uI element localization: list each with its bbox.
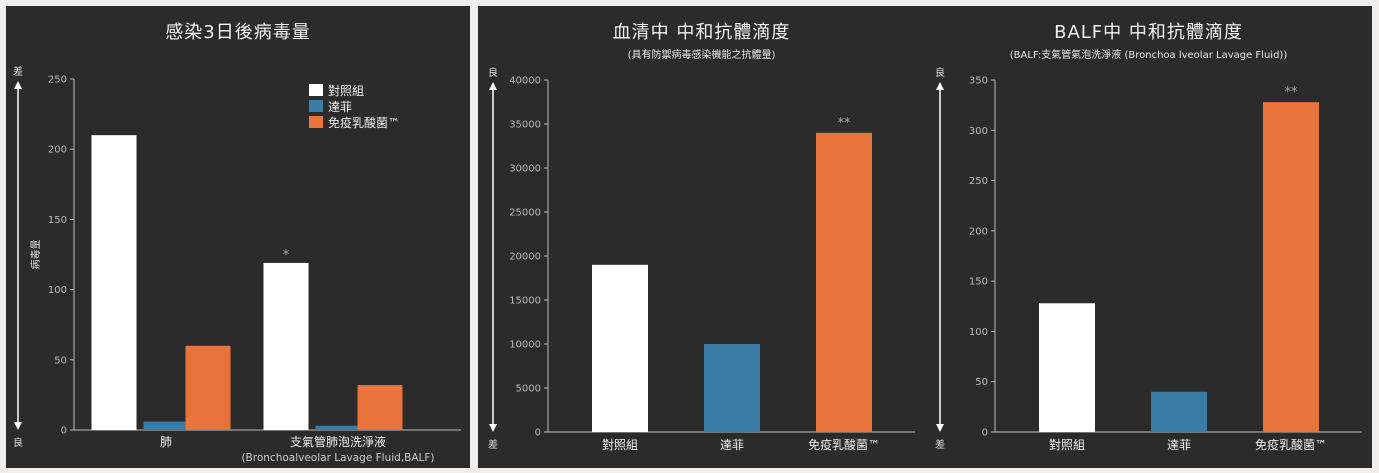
x-tick-sublabel: (Bronchoalveolar Lavage Fluid,BALF) [241,452,434,464]
significance-marker: * [283,248,290,263]
legend-swatch [309,116,323,128]
x-tick-label: 對照組 [602,438,638,452]
y-tick-label: 150 [969,277,988,288]
x-tick-label: 免疫乳酸菌™ [808,437,880,452]
y-tick-label: 150 [48,215,67,226]
y-tick-label: 250 [48,75,67,86]
y-tick-label: 100 [48,285,67,296]
bar-probiotic [357,385,403,430]
legend-label: 達菲 [328,100,352,114]
x-tick-label: 達菲 [1167,438,1191,452]
y-tick-label: 0 [61,426,67,437]
balf-antibody-chart-area: BALF中 中和抗體滴度 (BALF:支氣管氣泡洗淨液 (Bronchoa lv… [925,6,1372,468]
y-tick-label: 10000 [509,340,541,351]
arrow-head-down [936,424,944,432]
chart-title: 血清中 中和抗體滴度 [612,22,791,43]
chart-panel-viral-load: 感染3日後病毒量 差良 0 50 100 150 200 250 病毒量肺 支氣管肺泡洗淨液 (B… [6,6,470,468]
y-tick-label: 200 [48,145,67,156]
y-tick-label: 25000 [509,208,541,219]
arrow-top-label: 良 [488,66,498,79]
bar-control [91,135,137,430]
y-tick-label: 250 [969,176,988,187]
serum-antibody-chart: 良差 0 5000 10000 15000 20000 25000 30000 35000 400… [488,66,915,452]
chart-panel-antibody: 血清中 中和抗體滴度 (具有防禦病毒感染機能之抗體量) 良差 0 5000 10000… [478,6,1372,468]
y-tick-label: 30000 [509,164,541,175]
arrow-head-down [14,422,22,430]
y-tick-label: 350 [969,76,988,87]
y-tick-label: 40000 [509,76,541,87]
bar-tamiflu [1151,391,1207,432]
y-tick-label: 5000 [516,384,541,395]
chart-subtitle: (BALF:支氣管氣泡洗淨液 (Bronchoa lveolar Lavage … [1009,50,1288,61]
y-tick-label: 0 [982,428,988,439]
x-tick-label: 免疫乳酸菌™ [1255,437,1327,452]
y-tick-label: 100 [969,327,988,338]
x-tick-label: 肺 [160,435,172,449]
bar-tamiflu [143,421,189,430]
chart-subtitle: (具有防禦病毒感染機能之抗體量) [627,50,776,61]
y-axis-label: 病毒量 [29,240,42,270]
arrow-bottom-label: 差 [935,438,945,451]
y-tick-label: 0 [535,428,541,439]
y-tick-label: 50 [54,355,67,366]
legend-label: 對照組 [328,84,364,98]
arrow-head-up [489,82,497,90]
serum-antibody-chart-area: 血清中 中和抗體滴度 (具有防禦病毒感染機能之抗體量) 良差 0 5000 10000… [478,6,925,468]
arrow-head-up [936,82,944,90]
y-tick-label: 200 [969,226,988,237]
x-tick-label: 支氣管肺泡洗淨液 [290,434,386,449]
arrow-top-label: 良 [935,66,945,79]
chart-title: 感染3日後病毒量 [165,22,311,43]
bar-probiotic [185,345,231,430]
y-tick-label: 35000 [509,120,541,131]
arrow-bottom-label: 良 [13,436,23,449]
bar-control [592,264,648,432]
y-tick-label: 50 [975,377,988,388]
x-tick-label: 達菲 [720,438,744,452]
significance-marker: ** [838,116,852,131]
arrow-head-up [14,81,22,89]
balf-antibody-chart: 良差 0 50 100 150 200 250 300 350 對照組 達菲 免疫乳酸菌™ ** [935,66,1362,452]
legend-swatch [309,84,323,96]
legend-swatch [309,100,323,112]
significance-marker: ** [1285,85,1299,100]
legend-label: 免疫乳酸菌™ [328,115,400,130]
arrow-top-label: 差 [13,65,23,78]
bar-tamiflu [704,344,760,432]
arrow-bottom-label: 差 [488,438,498,451]
y-tick-label: 300 [969,126,988,137]
bar-tamiflu [315,425,361,430]
bar-probiotic [1263,102,1319,432]
x-tick-label: 對照組 [1049,438,1085,452]
bar-control [1039,303,1095,432]
y-tick-label: 15000 [509,296,541,307]
chart-title: BALF中 中和抗體滴度 [1054,22,1243,43]
bar-control [263,262,309,430]
arrow-head-down [489,424,497,432]
y-tick-label: 20000 [509,252,541,263]
bar-probiotic [816,132,872,433]
